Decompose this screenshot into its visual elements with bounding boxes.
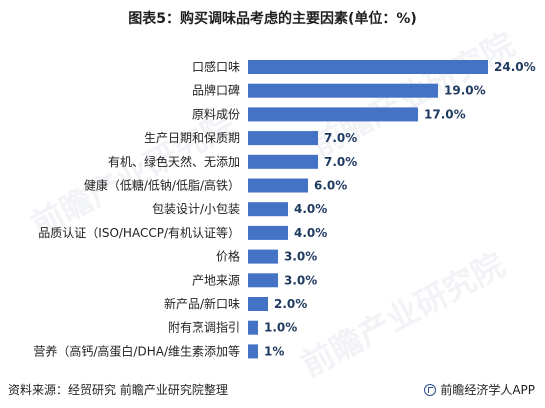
value-label: 3.0% (284, 250, 317, 264)
value-label: 24.0% (494, 60, 536, 74)
value-label: 6.0% (314, 179, 347, 193)
category-label: 生产日期和保质期 (144, 131, 240, 145)
bar (248, 178, 308, 193)
bar (248, 83, 438, 98)
bar-chart: 口感口味 24.0% 品牌口碑 19.0% 原料成份 17.0% 生产日期和保质期 7.0% 有… (33, 59, 536, 359)
bar (248, 320, 258, 335)
value-label: 17.0% (424, 107, 466, 121)
category-label: 附有烹调指引 (168, 320, 240, 335)
value-label: 3.0% (284, 273, 317, 287)
value-label: 4.0% (294, 202, 327, 216)
value-label: 1.0% (264, 321, 297, 335)
category-label: 原料成份 (192, 107, 240, 121)
category-label: 新产品/新口味 (164, 296, 240, 311)
value-label: 7.0% (324, 131, 357, 145)
category-label: 健康（低糖/低钠/低脂/高铁） (84, 178, 240, 193)
bar (248, 202, 288, 217)
bar (248, 273, 278, 288)
category-label: 价格 (216, 249, 240, 264)
category-label: 包装设计/小包装 (152, 202, 240, 216)
bar (248, 225, 288, 240)
value-label: 19.0% (444, 84, 486, 98)
bar (248, 131, 318, 146)
brand-logo-icon (424, 383, 437, 396)
category-label: 品质认证（ISO/HACCP/有机认证等） (38, 226, 240, 240)
value-label: 7.0% (324, 155, 357, 169)
brand-footer: 前瞻经济学人APP (424, 381, 535, 398)
bar (248, 344, 258, 359)
bars-layer: 口感口味 24.0% 品牌口碑 19.0% 原料成份 17.0% 生产日期和保质期 7.0% 有… (33, 59, 536, 359)
bar (248, 249, 278, 264)
chart-title: 图表5：购买调味品考虑的主要因素(单位：%) (128, 11, 417, 27)
category-label: 品牌口碑 (192, 83, 240, 98)
value-label: 1% (264, 344, 284, 358)
bar (248, 154, 318, 169)
source-note: 资料来源：经贸研究 前瞻产业研究院整理 (8, 383, 228, 397)
bar (248, 107, 418, 122)
value-label: 4.0% (294, 226, 327, 240)
bar (248, 60, 488, 74)
bar (248, 297, 268, 311)
brand-name: 前瞻经济学人APP (440, 383, 535, 397)
category-label: 产地来源 (192, 273, 240, 287)
category-label: 营养（高钙/高蛋白/DHA/维生素添加等 (33, 343, 240, 358)
category-label: 有机、绿色天然、无添加 (108, 154, 240, 169)
value-label: 2.0% (274, 297, 307, 311)
category-label: 口感口味 (192, 59, 240, 74)
